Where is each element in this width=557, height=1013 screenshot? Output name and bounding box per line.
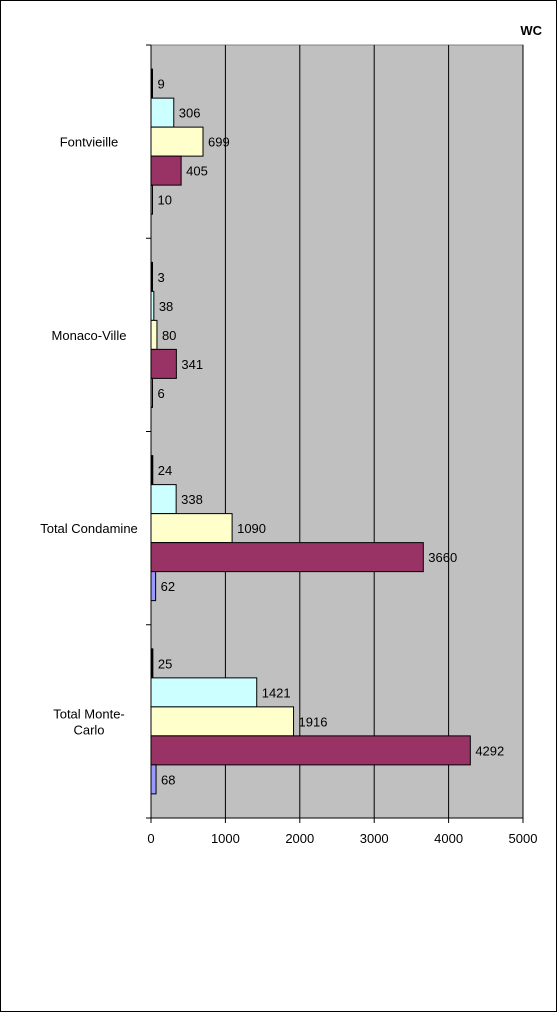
bar [150, 97, 175, 128]
bar [150, 677, 258, 708]
bar [150, 513, 233, 544]
category-label: Total Monte- [53, 706, 125, 721]
bar [150, 542, 424, 573]
data-label: 80 [162, 328, 176, 343]
data-label: 24 [158, 463, 172, 478]
chart-title: WC [520, 23, 542, 38]
x-tick-label: 3000 [360, 831, 389, 846]
axes: 0 1000 2000 3000 4000 5000 [146, 44, 538, 846]
data-label: 25 [158, 656, 172, 671]
labels: 930669940510Fontvieille338803416Monaco-V… [40, 77, 504, 788]
bar [150, 571, 157, 602]
data-label: 1916 [299, 714, 328, 729]
bar [150, 348, 177, 379]
category-label: Monaco-Ville [52, 328, 127, 343]
data-label: 338 [181, 492, 203, 507]
data-label: 306 [179, 106, 201, 121]
data-label: 6 [158, 386, 165, 401]
bar [150, 155, 182, 186]
category-label: Fontvieille [60, 135, 119, 150]
bar [150, 764, 157, 795]
data-label: 38 [159, 299, 173, 314]
bar [150, 484, 177, 515]
data-label: 405 [186, 164, 208, 179]
bar [150, 706, 295, 737]
x-tick-label: 1000 [211, 831, 240, 846]
data-label: 3660 [428, 550, 457, 565]
data-label: 68 [161, 772, 175, 787]
data-label: 1421 [262, 685, 291, 700]
bar [150, 126, 204, 157]
data-label: 699 [208, 135, 230, 150]
data-label: 62 [161, 579, 175, 594]
x-tick-label: 2000 [285, 831, 314, 846]
data-label: 341 [181, 357, 203, 372]
data-label: 9 [158, 77, 165, 92]
bar [150, 735, 471, 766]
x-tick-label: 4000 [434, 831, 463, 846]
x-tick-label: 5000 [509, 831, 538, 846]
data-label: 1090 [237, 521, 266, 536]
data-label: 10 [158, 193, 172, 208]
data-label: 3 [158, 270, 165, 285]
bars [150, 68, 471, 795]
category-label: Carlo [73, 722, 104, 737]
bar [150, 319, 158, 350]
data-label: 4292 [475, 743, 504, 758]
category-label: Total Condamine [40, 521, 138, 536]
x-tick-label: 0 [147, 831, 154, 846]
